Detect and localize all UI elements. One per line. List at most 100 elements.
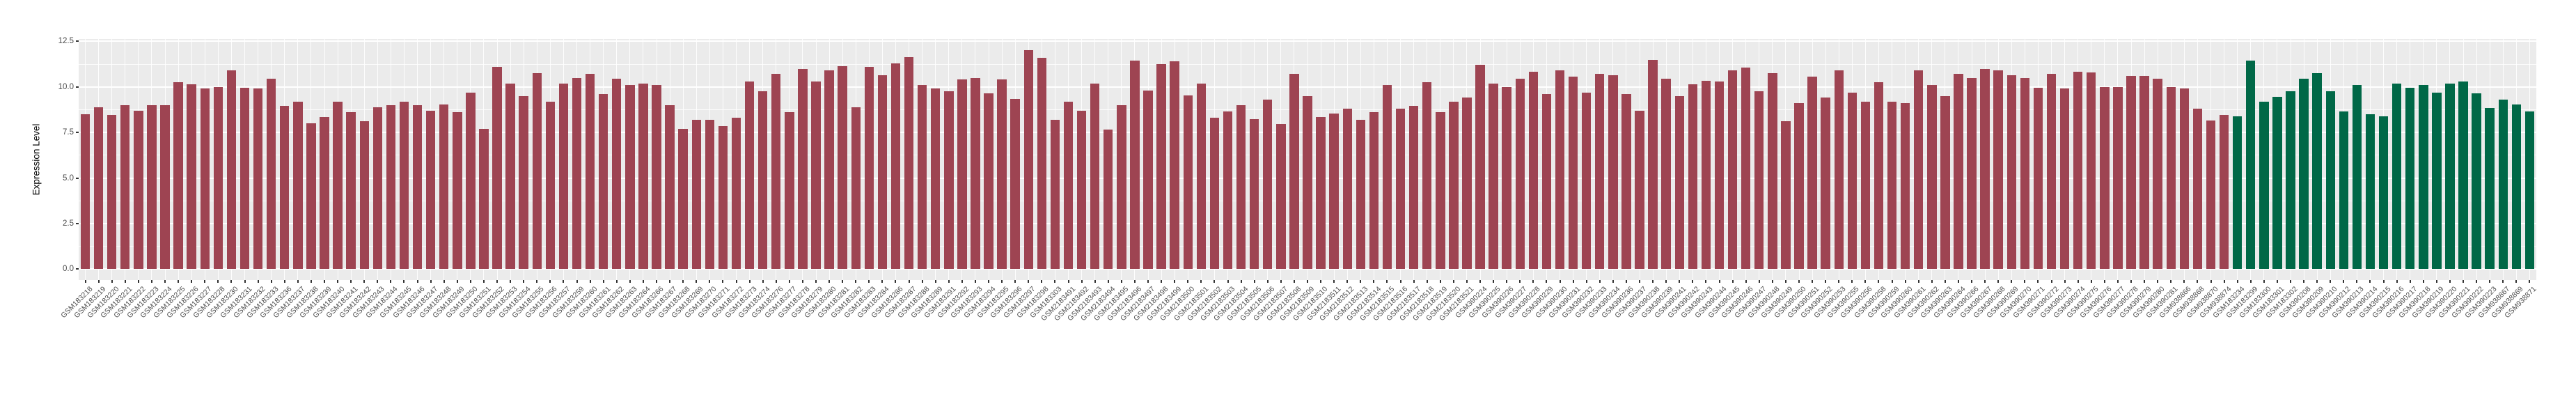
y-tick-label: 7.5 <box>63 128 74 137</box>
bar <box>1076 110 1087 270</box>
y-tick-label: 12.5 <box>58 37 74 46</box>
bar <box>1794 103 1804 270</box>
x-axis-tick <box>589 280 591 283</box>
bar <box>2246 60 2256 270</box>
x-axis-tick <box>1200 280 1202 283</box>
x-axis-tick <box>988 280 990 283</box>
x-axis-tick <box>1028 280 1030 283</box>
y-axis-tick <box>76 132 79 134</box>
bar <box>1010 98 1020 270</box>
x-axis-tick <box>2064 280 2066 283</box>
x-axis-tick <box>1280 280 1282 283</box>
x-axis-tick <box>1679 280 1681 283</box>
x-axis-tick <box>1625 280 1627 283</box>
x-axis-tick <box>2263 280 2265 283</box>
bar <box>652 85 661 270</box>
bar <box>917 85 927 270</box>
bar <box>505 83 515 270</box>
x-axis-tick <box>815 280 817 283</box>
x-axis-tick <box>536 280 538 283</box>
x-axis-tick <box>403 280 405 283</box>
bar <box>1316 116 1326 270</box>
bar <box>1249 118 1259 270</box>
bar <box>1276 124 1286 270</box>
x-axis-tick <box>1001 280 1003 283</box>
bar <box>1436 112 1445 270</box>
x-axis-tick <box>2316 280 2318 283</box>
x-axis-tick <box>1718 280 1720 283</box>
bar <box>1104 130 1113 270</box>
x-axis-tick <box>2223 280 2225 283</box>
bar <box>1887 101 1897 270</box>
bar <box>1661 79 1671 270</box>
x-axis-tick <box>1174 280 1176 283</box>
x-axis-tick <box>1532 280 1534 283</box>
bar <box>107 115 117 270</box>
bar <box>1635 110 1644 270</box>
x-axis-tick <box>1333 280 1335 283</box>
bar <box>532 73 542 270</box>
x-axis-tick <box>2515 280 2518 283</box>
bar <box>93 107 104 270</box>
x-axis-tick <box>1293 280 1295 283</box>
bar <box>2272 97 2282 270</box>
bar <box>1595 74 1605 270</box>
x-axis-tick <box>1878 280 1880 283</box>
bar <box>1515 79 1525 270</box>
x-axis-tick <box>775 280 777 283</box>
x-axis-tick <box>2197 280 2199 283</box>
x-axis-tick <box>1851 280 1853 283</box>
bar <box>1449 101 1459 270</box>
bar <box>2113 86 2123 270</box>
x-axis-tick <box>642 280 644 283</box>
bar <box>1927 85 1937 270</box>
bar <box>2219 115 2229 270</box>
x-axis-tick <box>1041 280 1043 283</box>
x-axis-tick <box>748 280 751 283</box>
x-axis-tick <box>2037 280 2039 283</box>
x-axis-tick <box>948 280 950 283</box>
x-axis-tick <box>2409 280 2411 283</box>
x-axis-tick <box>1081 280 1083 283</box>
bar <box>1834 70 1844 270</box>
bar <box>1130 60 1140 270</box>
x-axis-tick <box>1984 280 1986 283</box>
bar <box>2445 83 2455 270</box>
x-axis-tick <box>1399 280 1401 283</box>
bar <box>877 75 888 270</box>
bar <box>1183 95 1193 270</box>
bar <box>359 121 369 270</box>
bar <box>2206 121 2216 270</box>
bar <box>1940 95 1950 270</box>
x-axis-tick <box>615 280 618 283</box>
x-axis-tick <box>2103 280 2105 283</box>
x-axis-tick <box>709 280 711 283</box>
x-axis-tick <box>1346 280 1349 283</box>
x-axis-tick <box>1585 280 1587 283</box>
bar <box>1914 70 1924 270</box>
bar <box>1754 91 1764 270</box>
bar <box>466 92 476 270</box>
x-axis-tick <box>921 280 923 283</box>
bar <box>971 77 980 270</box>
x-axis-tick <box>283 280 285 283</box>
bar <box>1329 113 1339 270</box>
x-axis-tick <box>576 280 578 283</box>
bar <box>1967 77 1977 270</box>
bar <box>798 68 808 270</box>
x-axis-tick <box>934 280 936 283</box>
bar <box>1648 59 1658 270</box>
bar <box>280 106 290 270</box>
bar <box>572 77 582 270</box>
x-axis-tick <box>230 280 233 283</box>
bar <box>2498 100 2508 270</box>
bar <box>1209 118 1220 270</box>
x-axis-tick <box>735 280 737 283</box>
x-axis-tick <box>2435 280 2437 283</box>
y-axis-tick <box>76 222 79 224</box>
bar <box>731 118 741 270</box>
bar <box>1993 70 2003 270</box>
x-axis-tick <box>1931 280 1933 283</box>
y-tick-label: 2.5 <box>63 219 74 228</box>
y-tick-label: 10.0 <box>58 82 74 91</box>
